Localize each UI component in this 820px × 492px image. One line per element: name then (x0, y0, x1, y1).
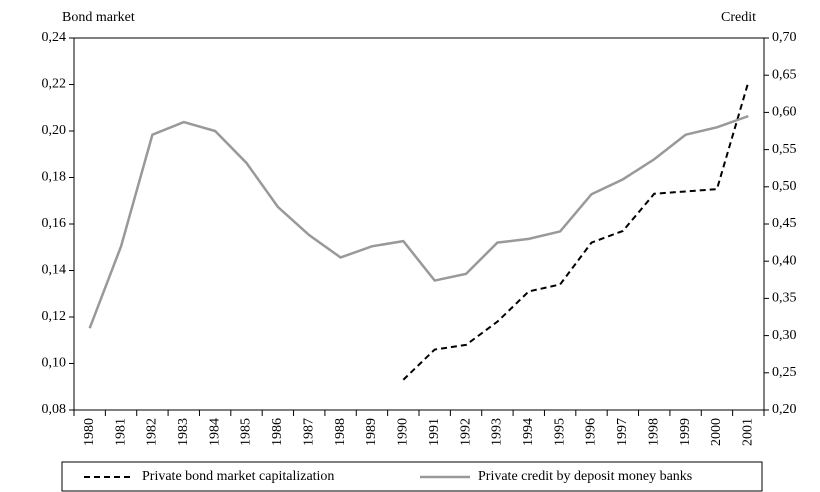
x-tick-label: 2000 (709, 418, 724, 446)
x-tick-label: 1993 (490, 418, 505, 446)
x-tick-label: 1983 (176, 418, 191, 446)
x-tick-label: 1996 (584, 418, 599, 446)
series-line (402, 81, 750, 381)
legend-label: Private bond market capitalization (142, 469, 334, 484)
y-axis-title: Bond market (62, 10, 135, 25)
y2-tick-label: 0,40 (772, 253, 797, 268)
x-tick-label: 1988 (333, 418, 348, 446)
plot-frame (73, 37, 765, 411)
x-tick-label: 1981 (113, 418, 128, 446)
legend-box (61, 461, 763, 492)
x-tick-label: 1984 (207, 418, 222, 446)
y-tick-label: 0,10 (42, 356, 67, 371)
y2-tick-label: 0,35 (772, 291, 797, 306)
y2-tick-label: 0,20 (772, 402, 797, 417)
x-tick-label: 1997 (615, 418, 630, 446)
y2-tick-label: 0,60 (772, 105, 797, 120)
series-line (88, 114, 749, 329)
y-tick-label: 0,14 (42, 263, 67, 278)
y2-tick-label: 0,25 (772, 365, 797, 380)
y-tick-label: 0,18 (42, 170, 67, 185)
x-tick-label: 1980 (82, 418, 97, 446)
legend-label: Private credit by deposit money banks (478, 469, 692, 484)
y2-tick-label: 0,45 (772, 216, 797, 231)
y-tick-label: 0,08 (42, 402, 67, 417)
x-tick-label: 1982 (145, 418, 160, 446)
y2-tick-label: 0,30 (772, 328, 797, 343)
x-tick-label: 1991 (427, 418, 442, 446)
y2-axis-title: Credit (721, 10, 756, 25)
y-tick-label: 0,24 (42, 30, 67, 45)
x-tick-label: 1998 (646, 418, 661, 446)
y-tick-label: 0,22 (42, 77, 67, 92)
x-tick-label: 1987 (301, 418, 316, 446)
y2-tick-label: 0,65 (772, 67, 797, 82)
y2-tick-label: 0,55 (772, 142, 797, 157)
x-tick-label: 1989 (364, 418, 379, 446)
x-tick-label: 1985 (239, 418, 254, 446)
x-tick-label: 1990 (396, 418, 411, 446)
x-tick-label: 1995 (552, 418, 567, 446)
x-tick-label: 2001 (741, 418, 756, 446)
y-tick-label: 0,20 (42, 123, 67, 138)
y-tick-label: 0,16 (42, 216, 67, 231)
x-tick-label: 1999 (678, 418, 693, 446)
y2-tick-label: 0,70 (772, 30, 797, 45)
y2-tick-label: 0,50 (772, 179, 797, 194)
y-tick-label: 0,12 (42, 309, 67, 324)
x-tick-label: 1992 (458, 418, 473, 446)
x-tick-label: 1994 (521, 418, 536, 446)
x-tick-label: 1986 (270, 418, 285, 446)
